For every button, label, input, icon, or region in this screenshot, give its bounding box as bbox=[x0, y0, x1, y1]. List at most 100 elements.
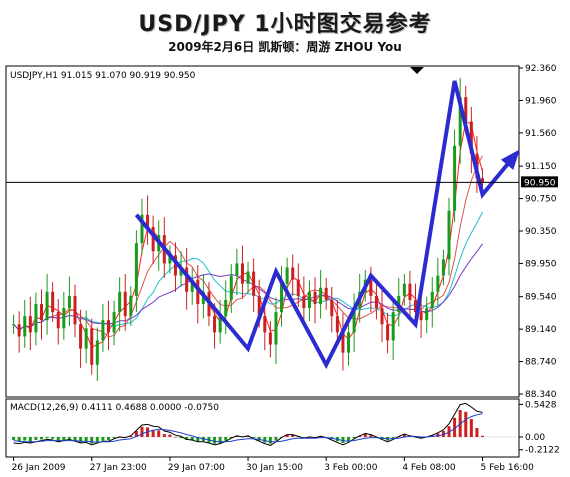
price-bar-body bbox=[28, 316, 32, 333]
y-tick-label: 89.140 bbox=[525, 325, 557, 335]
macd-histogram-bar bbox=[190, 437, 194, 441]
price-bar-body bbox=[425, 308, 429, 321]
price-bar-body bbox=[190, 279, 194, 292]
price-bar-body bbox=[330, 299, 334, 317]
chart-title: USD/JPY 1小时图交易参考 bbox=[138, 12, 432, 37]
macd-histogram-bar bbox=[419, 437, 423, 439]
macd-histogram-bar bbox=[391, 437, 395, 439]
y-tick-label: 92.360 bbox=[525, 64, 557, 74]
macd-histogram-bar bbox=[173, 437, 177, 438]
price-bar-body bbox=[229, 275, 233, 300]
price-bar-body bbox=[179, 267, 183, 276]
macd-histogram-bar bbox=[263, 437, 267, 443]
price-bar-body bbox=[90, 328, 94, 365]
macd-y-tick-label: 0.5428 bbox=[525, 400, 557, 410]
price-bar-body bbox=[307, 291, 311, 309]
price-bar-body bbox=[414, 299, 418, 313]
y-tick-label: 91.960 bbox=[525, 96, 557, 106]
macd-histogram-bar bbox=[79, 437, 83, 443]
macd-histogram-bar bbox=[45, 437, 49, 439]
price-bar-body bbox=[12, 324, 16, 326]
y-tick-label: 88.340 bbox=[525, 390, 557, 400]
macd-histogram-bar bbox=[235, 435, 239, 437]
price-bar-body bbox=[56, 312, 60, 329]
price-bar-body bbox=[453, 145, 457, 211]
macd-histogram-bar bbox=[285, 434, 289, 437]
price-bar-body bbox=[430, 291, 434, 309]
macd-histogram-bar bbox=[369, 435, 373, 437]
price-bar-body bbox=[246, 271, 250, 284]
macd-histogram-bar bbox=[475, 428, 479, 437]
y-tick-label: 88.740 bbox=[525, 358, 557, 368]
price-bar-body bbox=[112, 312, 116, 333]
price-bar-body bbox=[369, 279, 373, 296]
macd-histogram-bar bbox=[51, 437, 55, 439]
macd-histogram-bar bbox=[106, 437, 110, 440]
macd-panel-frame bbox=[5, 398, 520, 458]
x-tick-label: 5 Feb 16:00 bbox=[481, 463, 535, 473]
price-bar-body bbox=[402, 283, 406, 296]
price-bar-body bbox=[106, 320, 110, 333]
macd-histogram-bar bbox=[112, 437, 116, 439]
price-bar-body bbox=[441, 259, 445, 276]
macd-histogram-bar bbox=[341, 437, 345, 443]
price-bar-body bbox=[341, 332, 345, 353]
macd-histogram-bar bbox=[347, 437, 351, 442]
macd-histogram-bar bbox=[73, 437, 77, 441]
price-bar-body bbox=[447, 210, 451, 260]
macd-histogram-bar bbox=[90, 437, 94, 444]
x-tick-label: 29 Jan 07:00 bbox=[168, 463, 225, 473]
x-tick-label: 27 Jan 23:00 bbox=[90, 463, 147, 473]
trend-zigzag-line bbox=[134, 80, 518, 370]
macd-histogram-bar bbox=[302, 437, 306, 439]
macd-histogram-bar bbox=[481, 435, 485, 437]
price-bar-body bbox=[352, 308, 356, 333]
macd-histogram-bar bbox=[441, 431, 445, 437]
price-bar-body bbox=[84, 328, 88, 349]
macd-line bbox=[13, 402, 483, 446]
price-bar-body bbox=[257, 295, 261, 317]
price-bar-body bbox=[469, 121, 473, 154]
macd-histogram-bar bbox=[23, 437, 27, 441]
price-bar-body bbox=[45, 291, 49, 321]
price-bar-body bbox=[79, 324, 83, 349]
macd-histogram-bar bbox=[257, 437, 261, 441]
macd-histogram-bar bbox=[218, 437, 222, 443]
price-bar-body bbox=[374, 295, 378, 309]
shift-marker-icon bbox=[410, 67, 424, 74]
price-bar-body bbox=[436, 275, 440, 292]
y-tick-label: 90.350 bbox=[525, 227, 557, 237]
price-bar-body bbox=[129, 295, 133, 317]
x-tick-label: 3 Feb 00:00 bbox=[324, 463, 378, 473]
macd-histogram-bar bbox=[151, 429, 155, 437]
price-bar-body bbox=[62, 308, 66, 329]
price-bar-body bbox=[140, 214, 144, 244]
macd-histogram-bar bbox=[62, 437, 66, 440]
price-bar-body bbox=[319, 287, 323, 304]
price-bar-body bbox=[280, 283, 284, 313]
price-bar-body bbox=[458, 97, 462, 146]
y-tick-label: 90.750 bbox=[525, 195, 557, 205]
macd-histogram-bar bbox=[67, 437, 71, 439]
signal-line bbox=[13, 413, 483, 443]
macd-label: MACD(12,26,9) 0.4111 0.4688 0.0000 -0.07… bbox=[10, 403, 219, 413]
macd-histogram-bar bbox=[436, 433, 440, 437]
price-bar-body bbox=[146, 214, 150, 227]
x-tick-label: 26 Jan 2009 bbox=[12, 463, 66, 473]
macd-histogram-bar bbox=[56, 437, 60, 441]
macd-histogram-bar bbox=[352, 437, 356, 439]
macd-histogram-bar bbox=[229, 437, 233, 439]
price-bar-body bbox=[347, 332, 351, 353]
y-tick-label: 89.950 bbox=[525, 259, 557, 269]
price-bar-body bbox=[123, 291, 127, 317]
price-bar-body bbox=[335, 316, 339, 333]
price-bar-body bbox=[23, 316, 27, 337]
price-bar-body bbox=[67, 295, 71, 309]
price-panel-frame bbox=[5, 65, 520, 398]
macd-histogram-bar bbox=[179, 437, 183, 439]
price-bar-body bbox=[274, 312, 278, 345]
price-bar-body bbox=[324, 287, 328, 300]
price-bar-body bbox=[464, 97, 468, 122]
macd-histogram-bar bbox=[464, 411, 468, 437]
